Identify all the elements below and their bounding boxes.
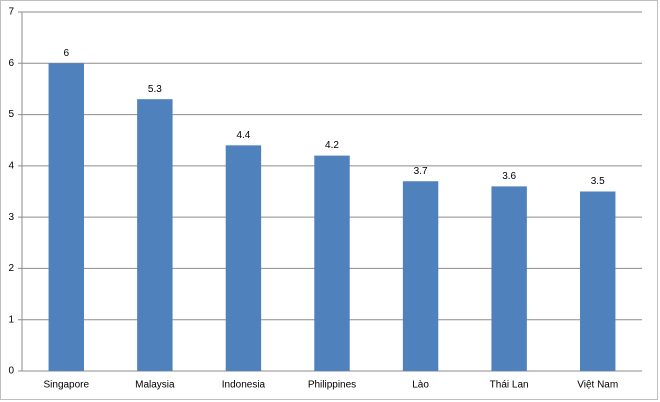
bar: [48, 63, 84, 372]
x-tick-label: Singapore: [43, 380, 89, 391]
x-tick-label: Việt Nam: [577, 380, 618, 391]
data-label: 3.7: [414, 166, 428, 177]
data-label: 3.6: [502, 171, 516, 182]
bar: [137, 99, 173, 371]
data-label: 5.3: [148, 84, 162, 95]
x-tick-label: Thái Lan: [490, 380, 529, 391]
data-label: 4.4: [236, 130, 250, 141]
x-tick-label: Lào: [412, 380, 429, 391]
bar: [402, 181, 439, 371]
y-tick-label: 1: [8, 314, 14, 325]
x-tick-label: Indonesia: [222, 380, 266, 391]
bar: [580, 191, 616, 371]
y-tick-label: 6: [8, 58, 14, 69]
data-label: 3.5: [591, 176, 605, 187]
data-label: 4.2: [325, 140, 339, 151]
y-tick-label: 0: [8, 366, 14, 377]
bar: [225, 145, 262, 371]
x-tick-label: Philippines: [308, 380, 356, 391]
data-label: 6: [64, 48, 70, 59]
bar: [314, 155, 350, 371]
x-tick-label: Malaysia: [135, 380, 175, 391]
bar: [491, 186, 527, 371]
y-tick-label: 2: [8, 263, 14, 274]
y-tick-label: 4: [8, 160, 14, 171]
y-tick-label: 7: [8, 7, 14, 18]
y-tick-label: 5: [8, 109, 14, 120]
y-tick-label: 3: [8, 212, 14, 223]
